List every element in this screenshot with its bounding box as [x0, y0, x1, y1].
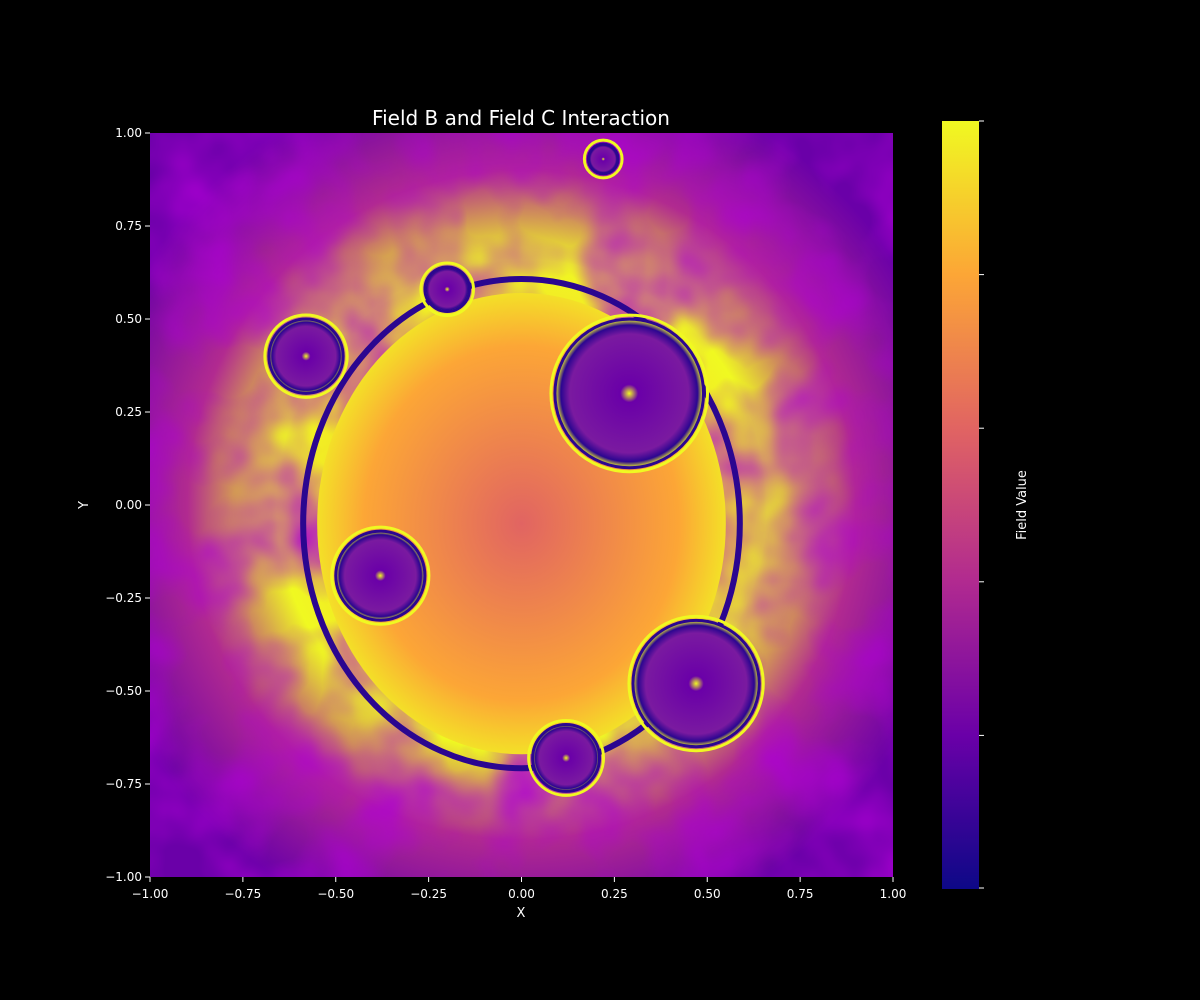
- x-tick-label: 0.75: [787, 887, 814, 901]
- ring-upper-right-halo: [549, 313, 710, 474]
- dark-spot-top: [586, 142, 620, 176]
- ring-bottom-halo: [527, 719, 606, 797]
- x-tick-label: −1.00: [132, 887, 169, 901]
- y-tick-label: −0.50: [105, 684, 142, 698]
- ring-top-halo: [419, 261, 475, 318]
- ring-left: [334, 529, 427, 622]
- dark-spot-top-halo: [582, 138, 624, 180]
- y-tick-label: −0.25: [105, 591, 142, 605]
- y-axis-ticks: 1.00 0.75 0.50 0.25 0.00 −0.25 −0.50 −0.75 −1.00: [105, 126, 150, 884]
- ring-lower-right: [631, 618, 761, 749]
- x-tick-label: −0.75: [224, 887, 261, 901]
- x-tick-label: −0.25: [410, 887, 447, 901]
- y-tick-label: 1.00: [115, 126, 142, 140]
- colorbar-label: Field Value: [1015, 470, 1030, 540]
- colorbar-ticks: [979, 120, 984, 889]
- x-axis-ticks: −1.00 −0.75 −0.50 −0.25 0.00 0.25 0.50 0.75 1.00: [132, 877, 907, 901]
- ring-upper-right: [553, 317, 706, 470]
- ring-bottom: [531, 723, 602, 793]
- blob-boundary: [300, 275, 743, 772]
- x-tick-label: 0.50: [694, 887, 721, 901]
- y-axis-label: Y: [77, 501, 92, 510]
- x-axis-label: X: [517, 906, 526, 921]
- x-tick-label: 0.25: [601, 887, 628, 901]
- y-tick-label: 0.75: [115, 219, 142, 233]
- ring-lower-right-halo: [627, 614, 765, 753]
- ring-upper-left: [267, 317, 345, 395]
- x-tick-label: 0.00: [508, 887, 535, 901]
- x-tick-label: 1.00: [880, 887, 907, 901]
- y-tick-label: −0.75: [105, 777, 142, 791]
- y-tick-label: 0.00: [115, 498, 142, 512]
- y-tick-label: −1.00: [105, 870, 142, 884]
- colorbar-gradient: [942, 121, 979, 889]
- ring-top: [423, 265, 471, 314]
- y-tick-label: 0.50: [115, 312, 142, 326]
- ring-left-halo: [330, 525, 431, 626]
- colorbar: [942, 120, 984, 889]
- chart-title: Field B and Field C Interaction: [372, 106, 670, 130]
- y-tick-label: 0.25: [115, 405, 142, 419]
- heatmap-plot-area: [150, 133, 893, 877]
- ring-upper-left-halo: [263, 313, 349, 399]
- heatmap-features: [263, 138, 765, 797]
- x-tick-label: −0.50: [317, 887, 354, 901]
